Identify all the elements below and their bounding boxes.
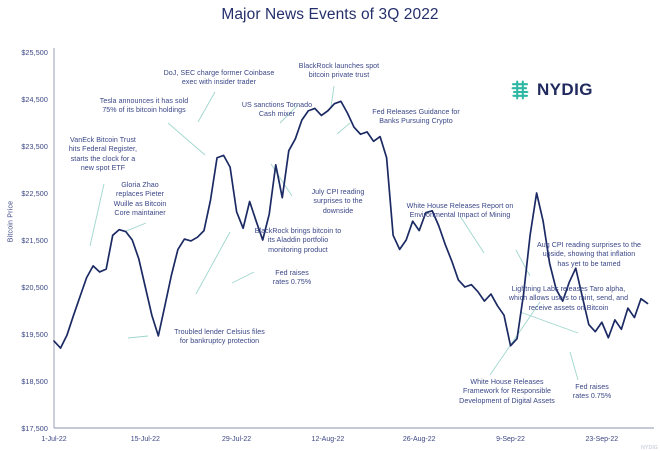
y-tick-label: $25,500 xyxy=(21,48,48,57)
x-tick-label: 23-Sep-22 xyxy=(585,436,619,443)
leader-whitehouse-framework xyxy=(489,301,541,376)
page-title: Major News Events of 3Q 2022 xyxy=(221,6,439,23)
annotation-fed-raises-2: Fed raises rates 0.75% xyxy=(572,383,612,401)
nydig-logo-icon xyxy=(511,80,529,100)
annotation-blackrock-aladdin: BlackRock brings bitcoin to its Aladdin … xyxy=(254,227,342,254)
annotation-july-cpi: July CPI reading surprises to the downsi… xyxy=(311,188,365,215)
annotation-tesla: Tesla announces it has sold 75% of its b… xyxy=(99,97,189,115)
annotation-aug-cpi: Aug CPI reading surprises to the upside,… xyxy=(536,241,642,268)
leader-fedraises1 xyxy=(231,271,255,284)
x-tick-label: 15-Jul-22 xyxy=(130,436,160,443)
axis-lines xyxy=(53,48,654,429)
y-tick-label: $23,500 xyxy=(21,142,48,151)
y-tick-label: $17,500 xyxy=(21,424,48,433)
nydig-brand: NYDIG xyxy=(509,79,593,101)
y-tick-label: $19,500 xyxy=(21,330,48,339)
leader-doj xyxy=(197,91,216,123)
leader-celsius xyxy=(127,335,149,339)
annotation-fed-guidance: Fed Releases Guidance for Banks Pursuing… xyxy=(372,108,460,126)
leader-blackrock-trust xyxy=(330,85,335,108)
leader-aladdin xyxy=(195,231,231,295)
y-tick-label: $24,500 xyxy=(21,95,48,104)
y-tick-label: $21,500 xyxy=(21,236,48,245)
watermark: NYDIG xyxy=(641,445,658,451)
annotation-celsius: Troubled lender Celsius files for bankru… xyxy=(174,328,265,346)
y-tick-label: $20,500 xyxy=(21,283,48,292)
x-tick-label: 9-Sep-22 xyxy=(496,436,525,443)
leader-augcpi xyxy=(515,249,531,277)
annotation-leader-lines xyxy=(89,85,579,381)
annotation-us-sanctions: US sanctions Tornado Cash mixer xyxy=(241,101,313,119)
leader-gloria xyxy=(123,222,147,233)
annotation-lightning-labs: Lightning Labs releases Taro alpha, whic… xyxy=(508,285,629,312)
annotation-vaneck: VanEck Bitcoin Trust hits Federal Regist… xyxy=(68,136,138,173)
nydig-logo-text: NYDIG xyxy=(537,80,593,99)
annotation-white-house-framework: White House Releases Framework for Respo… xyxy=(459,378,555,405)
leader-fedguidance xyxy=(336,122,351,135)
x-tick-label: 12-Aug-22 xyxy=(311,436,345,443)
annotation-white-house-report: White House Releases Report on Environme… xyxy=(406,202,514,220)
price-line-series xyxy=(53,100,649,349)
leader-sanctions xyxy=(279,104,299,124)
x-tick-label: 26-Aug-22 xyxy=(402,436,436,443)
y-tick-label: $22,500 xyxy=(21,189,48,198)
annotation-doj-sec: DoJ, SEC charge former Coinbase exec wit… xyxy=(163,69,275,87)
x-tick-label: 1-Jul-22 xyxy=(41,436,67,443)
leader-fedraises2 xyxy=(569,351,579,381)
x-tick-label: 29-Jul-22 xyxy=(222,436,252,443)
leader-whitehouse-report xyxy=(459,215,485,254)
leader-lightning xyxy=(519,311,579,334)
y-tick-label: $18,500 xyxy=(21,377,48,386)
leader-tesla xyxy=(167,122,206,156)
annotation-gloria-zhao: Gloria Zhao replaces Pieter Wuille as Bi… xyxy=(113,181,167,218)
annotation-blackrock-trust: BlackRock launches spot bitcoin private … xyxy=(298,62,380,80)
leader-vaneck xyxy=(89,183,105,247)
annotation-fed-raises-1: Fed raises rates 0.75% xyxy=(272,269,312,287)
